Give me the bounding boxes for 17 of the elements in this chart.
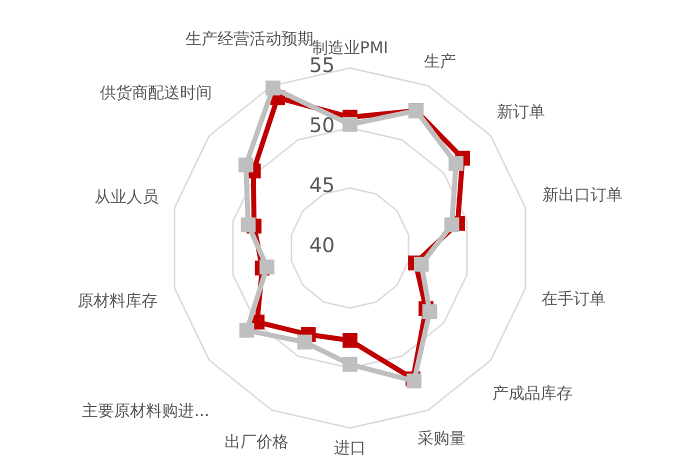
spoke-label: 供货商配送时间 bbox=[100, 83, 212, 102]
spoke-label: 生产经营活动预期 bbox=[185, 28, 314, 48]
spoke-label: 进口 bbox=[334, 438, 366, 457]
spoke-label: 在手订单 bbox=[542, 289, 606, 308]
y-tick-label: 50 bbox=[309, 113, 335, 137]
spoke-label: 产成品库存 bbox=[492, 384, 572, 403]
spoke-label: 新订单 bbox=[496, 102, 545, 121]
spoke-label: 原材料库存 bbox=[77, 291, 158, 310]
y-tick-label: 45 bbox=[309, 173, 335, 197]
y-tick-label: 40 bbox=[309, 233, 335, 257]
spoke-label: 制造业PMI bbox=[312, 38, 388, 57]
spoke-label: 生产 bbox=[424, 51, 456, 70]
spoke-label: 出厂价格 bbox=[224, 432, 288, 452]
spoke-label: 从业人员 bbox=[94, 186, 158, 206]
spoke-label: 主要原材料购进... bbox=[82, 400, 210, 420]
spoke-label: 采购量 bbox=[418, 428, 466, 448]
spoke-label: 新出口订单 bbox=[542, 184, 623, 204]
